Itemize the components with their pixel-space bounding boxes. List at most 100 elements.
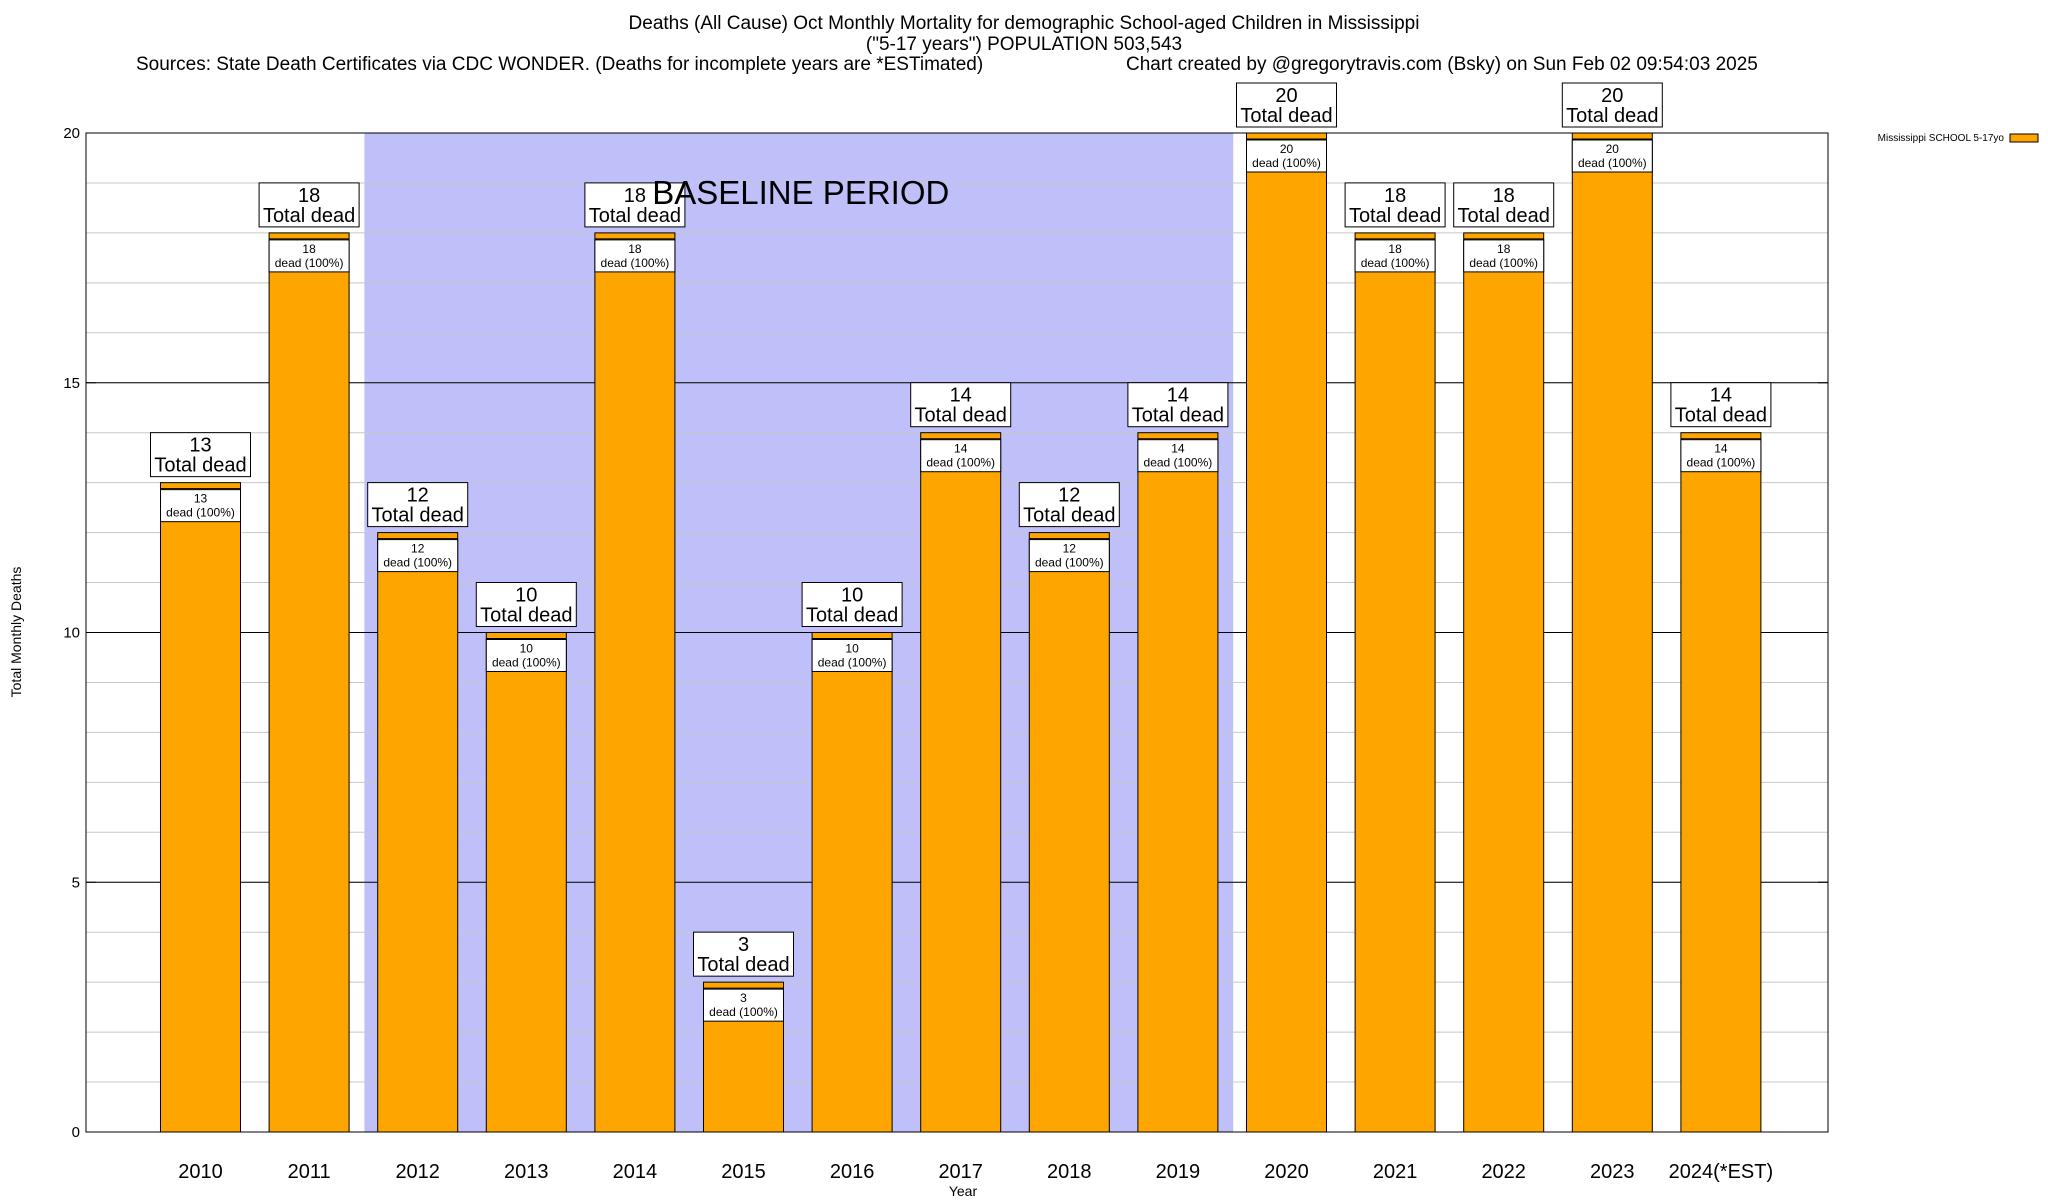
segment-percent-label: dead (100%) <box>1361 256 1430 270</box>
segment-value-label: 10 <box>520 642 534 656</box>
segment-value-label: 3 <box>740 991 747 1005</box>
total-dead-label: Total dead <box>480 605 572 627</box>
chart-sources-note: Sources: State Death Certificates via CD… <box>136 54 984 75</box>
segment-label-box <box>1028 539 1110 573</box>
x-tick-label: 2018 <box>1047 1161 1092 1183</box>
x-tick-label: 2012 <box>395 1161 440 1183</box>
total-value-label: 18 <box>1384 185 1406 207</box>
chart-title-line-1: Deaths (All Cause) Oct Monthly Mortality… <box>628 13 1420 34</box>
total-value-label: 12 <box>407 485 429 507</box>
segment-percent-label: dead (100%) <box>601 256 670 270</box>
segment-percent-label: dead (100%) <box>1578 156 1647 170</box>
total-dead-label: Total dead <box>1349 205 1441 227</box>
segment-percent-label: dead (100%) <box>383 556 452 570</box>
x-tick-label: 2023 <box>1590 1161 1635 1183</box>
total-dead-label: Total dead <box>1675 405 1767 427</box>
legend-layer: Mississippi SCHOOL 5-17yo <box>1878 133 2039 144</box>
bar <box>811 632 893 1133</box>
segment-label-box <box>703 988 784 1022</box>
x-tick-label: 2010 <box>178 1161 223 1183</box>
bar <box>594 232 676 1133</box>
segment-label-box <box>1137 439 1219 473</box>
total-value-label: 14 <box>1710 385 1732 407</box>
segment-label-box <box>268 239 350 273</box>
total-dead-label: Total dead <box>806 605 898 627</box>
x-tick-label: 2014 <box>613 1161 658 1183</box>
x-tick-label: 2016 <box>830 1161 875 1183</box>
total-dead-label: Total dead <box>589 205 681 227</box>
bar <box>920 432 1002 1133</box>
segment-percent-label: dead (100%) <box>1035 556 1104 570</box>
axes-layer: 2010 2011 2012 2013 2014 2015 2016 2017 2018 2019… <box>8 125 1829 1199</box>
chart-title-line-2: ("5-17 years") POPULATION 503,543 <box>865 34 1183 55</box>
bar <box>1028 532 1110 1133</box>
total-value-label: 18 <box>1493 185 1515 207</box>
x-tick-label: 2019 <box>1156 1161 1201 1183</box>
segment-percent-label: dead (100%) <box>166 506 235 520</box>
baseline-period-label: BASELINE PERIOD <box>652 174 949 211</box>
bar <box>1246 132 1327 1133</box>
y-tick-label: 0 <box>72 1124 80 1141</box>
segment-value-label: 10 <box>845 642 859 656</box>
total-label-box <box>1561 82 1663 128</box>
total-value-label: 12 <box>1058 485 1080 507</box>
segment-percent-label: dead (100%) <box>1469 256 1538 270</box>
segment-percent-label: dead (100%) <box>709 1005 778 1019</box>
segment-label-box <box>1571 139 1653 173</box>
bar <box>1137 432 1219 1133</box>
bar <box>1680 432 1762 1133</box>
segment-percent-label: dead (100%) <box>275 256 344 270</box>
bar <box>1571 132 1653 1133</box>
total-label-box <box>1344 182 1446 228</box>
segment-value-label: 18 <box>1497 242 1511 256</box>
segment-value-label: 20 <box>1280 142 1294 156</box>
segment-label-box <box>1246 139 1327 173</box>
y-tick-label: 10 <box>63 625 80 642</box>
total-value-label: 14 <box>1167 385 1189 407</box>
x-tick-label: 2015 <box>721 1161 766 1183</box>
total-label-box <box>1018 482 1120 528</box>
segment-label-box <box>160 489 241 523</box>
total-label-box <box>584 182 686 228</box>
segment-percent-label: dead (100%) <box>926 456 995 470</box>
total-dead-label: Total dead <box>1023 505 1115 527</box>
y-tick-label: 20 <box>63 125 80 142</box>
total-label-box <box>1453 182 1555 228</box>
segment-label-box <box>594 239 676 273</box>
total-dead-label: Total dead <box>915 405 1007 427</box>
segment-value-label: 12 <box>1063 542 1077 556</box>
segment-percent-label: dead (100%) <box>492 656 561 670</box>
total-dead-label: Total dead <box>1566 105 1658 127</box>
total-dead-label: Total dead <box>154 455 246 477</box>
y-tick-label: 5 <box>72 874 80 891</box>
segment-label-box <box>1354 239 1436 273</box>
segment-value-label: 12 <box>411 542 425 556</box>
total-label-box <box>693 931 794 977</box>
segment-percent-label: dead (100%) <box>1252 156 1321 170</box>
total-dead-label: Total dead <box>372 505 464 527</box>
segment-label-box <box>485 639 567 672</box>
x-tick-label: 2013 <box>504 1161 549 1183</box>
chart-credit-note: Chart created by @gregorytravis.com (Bsk… <box>1126 54 1758 75</box>
total-dead-label: Total dead <box>697 954 789 976</box>
x-tick-label: 2024(*EST) <box>1669 1161 1774 1183</box>
segment-label-box <box>377 539 459 573</box>
segment-label-box <box>1680 439 1762 473</box>
segment-label-box <box>920 439 1002 473</box>
segment-percent-label: dead (100%) <box>1144 456 1213 470</box>
total-value-label: 20 <box>1275 85 1297 107</box>
bar <box>1463 232 1545 1133</box>
x-tick-label: 2020 <box>1264 1161 1309 1183</box>
total-label-box <box>150 432 251 478</box>
total-value-label: 18 <box>298 185 320 207</box>
segment-value-label: 20 <box>1606 142 1620 156</box>
total-dead-label: Total dead <box>1458 205 1550 227</box>
total-value-label: 10 <box>515 585 537 607</box>
total-value-label: 20 <box>1601 85 1623 107</box>
x-tick-label: 2017 <box>938 1161 983 1183</box>
bar <box>377 532 459 1133</box>
legend-swatch <box>2009 133 2039 143</box>
segment-label-box <box>811 639 893 672</box>
segment-percent-label: dead (100%) <box>1687 456 1756 470</box>
